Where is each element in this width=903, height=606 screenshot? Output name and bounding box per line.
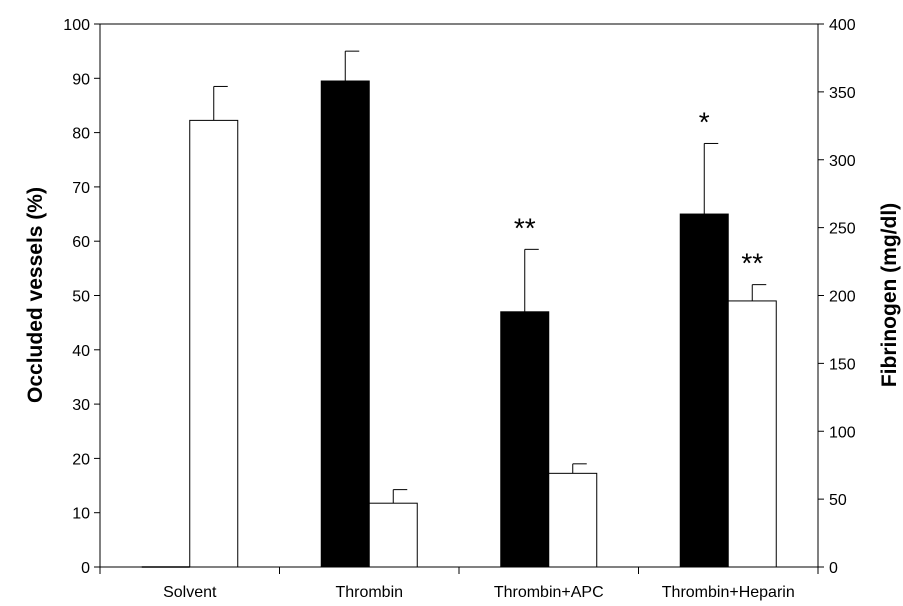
significance-marker: ** [741, 248, 763, 279]
left-axis-tick-label: 100 [63, 17, 90, 34]
bar [548, 472, 598, 568]
bar [189, 119, 239, 568]
annotations-layer: ***** [514, 106, 763, 278]
right-axis-tick-label: 400 [829, 17, 856, 34]
x-axis-category-label: Thrombin [335, 584, 403, 601]
x-axis-category-label: Thrombin+APC [494, 584, 604, 601]
left-axis-tick-label: 0 [81, 560, 90, 577]
significance-marker: ** [514, 212, 536, 243]
left-axis-tick-label: 20 [72, 451, 90, 468]
right-axis-tick-label: 100 [829, 424, 856, 441]
right-axis-tick-label: 350 [829, 85, 856, 102]
left-axis-tick-label: 70 [72, 180, 90, 197]
right-axis-tick-label: 150 [829, 356, 856, 373]
x-axis-category-label: Solvent [163, 584, 217, 601]
bar [727, 300, 777, 568]
left-axis-tick-label: 10 [72, 506, 90, 523]
error-bars-layer [213, 50, 767, 504]
right-axis-title: Fibrinogen (mg/dl) [878, 203, 901, 387]
left-axis-tick-label: 80 [72, 126, 90, 143]
left-axis-tick-label: 60 [72, 234, 90, 251]
left-axis-tick-label: 30 [72, 397, 90, 414]
right-axis: 0 50 100 150 200 250 300 350 400 [818, 17, 856, 577]
bar [320, 80, 370, 568]
bar [368, 502, 418, 568]
left-axis-tick-label: 40 [72, 343, 90, 360]
x-axis-category-label: Thrombin+Heparin [662, 584, 795, 601]
right-axis-tick-label: 300 [829, 153, 856, 170]
right-axis-tick-label: 250 [829, 221, 856, 238]
left-axis-tick-label: 50 [72, 289, 90, 306]
bar [679, 213, 729, 568]
left-axis: 0 10 20 30 40 50 60 70 80 90 100 [63, 17, 100, 577]
bars-layer [141, 80, 777, 568]
left-axis-tick-label: 90 [72, 71, 90, 88]
x-axis: Solvent Thrombin Thrombin+APC Thrombin+Hepa… [99, 567, 819, 601]
significance-marker: * [699, 106, 710, 137]
bar [500, 311, 550, 568]
left-axis-title: Occluded vessels (%) [24, 187, 47, 403]
right-axis-tick-label: 50 [829, 492, 847, 509]
right-axis-tick-label: 0 [829, 560, 838, 577]
right-axis-tick-label: 200 [829, 289, 856, 306]
